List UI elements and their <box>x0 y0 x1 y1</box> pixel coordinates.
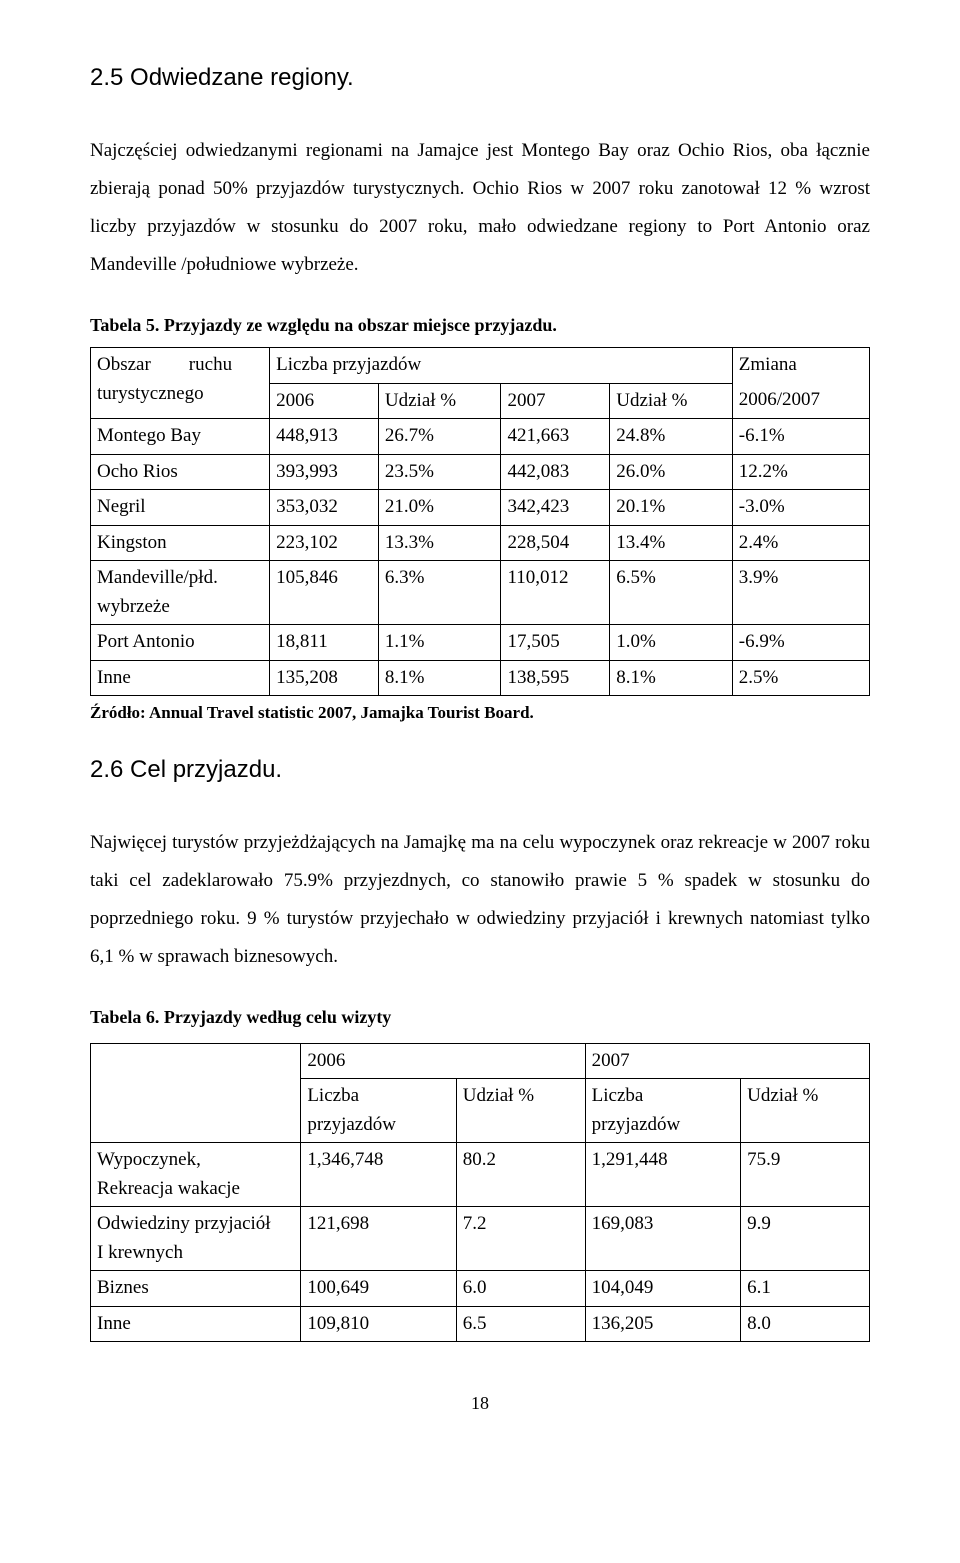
table-5-head-arrivals: Liczba przyjazdów <box>270 348 733 384</box>
table-cell: 2.4% <box>732 525 869 561</box>
table-cell: 104,049 <box>585 1271 740 1307</box>
table-cell: 223,102 <box>270 525 379 561</box>
table-cell: 442,083 <box>501 454 610 490</box>
table-cell: -6.9% <box>732 625 869 661</box>
table-cell: 6.5% <box>610 561 733 625</box>
table-5-caption: Tabela 5. Przyjazdy ze względu na obszar… <box>90 312 870 339</box>
table-cell: -3.0% <box>732 490 869 526</box>
table-cell: 23.5% <box>378 454 501 490</box>
table-5: Obszar ruchu turystycznego Liczba przyja… <box>90 347 870 696</box>
table-cell: 1,346,748 <box>301 1143 456 1207</box>
table-cell: 1.1% <box>378 625 501 661</box>
section-25-paragraph: Najczęściej odwiedzanymi regionami na Ja… <box>90 132 870 284</box>
table-cell: 448,913 <box>270 419 379 455</box>
table-cell-text: I krewnych <box>97 1242 183 1263</box>
table-6-head-2006: 2006 <box>301 1043 585 1079</box>
table-cell: 169,083 <box>585 1207 740 1271</box>
table-cell: 1,291,448 <box>585 1143 740 1207</box>
table-5-head-2006: 2006 <box>270 383 379 419</box>
table-cell-text: Odwiedziny przyjaciół <box>97 1213 271 1234</box>
table-cell: Odwiedziny przyjaciół I krewnych <box>91 1207 301 1271</box>
table-5-source: Źródło: Annual Travel statistic 2007, Ja… <box>90 700 870 726</box>
table-6-head-share1: Udział % <box>456 1079 585 1143</box>
table-cell: 138,595 <box>501 660 610 696</box>
table-cell-text: Liczba <box>592 1085 644 1106</box>
table-cell: 109,810 <box>301 1306 456 1342</box>
table-6-head-2007: 2007 <box>585 1043 869 1079</box>
table-cell: 8.1% <box>378 660 501 696</box>
table-cell: 13.3% <box>378 525 501 561</box>
table-cell: 26.0% <box>610 454 733 490</box>
table-cell-text: Mandeville/płd. <box>97 567 218 588</box>
table-cell: 24.8% <box>610 419 733 455</box>
table-cell-text: przyjazdów <box>592 1114 681 1135</box>
table-cell-text: Rekreacja wakacje <box>97 1178 240 1199</box>
table-cell: Negril <box>91 490 270 526</box>
table-cell: Biznes <box>91 1271 301 1307</box>
table-cell: 100,649 <box>301 1271 456 1307</box>
table-cell: 6.3% <box>378 561 501 625</box>
table-cell: 353,032 <box>270 490 379 526</box>
table-cell: 6.1 <box>741 1271 870 1307</box>
table-cell: 421,663 <box>501 419 610 455</box>
table-5-head-change: Zmiana <box>732 348 869 384</box>
table-cell: Wypoczynek, Rekreacja wakacje <box>91 1143 301 1207</box>
table-cell: 2.5% <box>732 660 869 696</box>
table-cell: 105,846 <box>270 561 379 625</box>
table-cell: 17,505 <box>501 625 610 661</box>
table-cell: 135,208 <box>270 660 379 696</box>
section-25-heading: 2.5 Odwiedzane regiony. <box>90 60 870 96</box>
table-cell: 13.4% <box>610 525 733 561</box>
table-5-head-area2: turystycznego <box>97 383 204 404</box>
table-cell-text: Wypoczynek, <box>97 1149 201 1170</box>
table-cell: 8.1% <box>610 660 733 696</box>
table-cell: 80.2 <box>456 1143 585 1207</box>
table-cell: Mandeville/płd. wybrzeże <box>91 561 270 625</box>
table-cell: Ocho Rios <box>91 454 270 490</box>
table-cell: 20.1% <box>610 490 733 526</box>
table-cell-text: Liczba <box>307 1085 359 1106</box>
table-5-head-2007: 2007 <box>501 383 610 419</box>
table-cell-text: przyjazdów <box>307 1114 396 1135</box>
table-cell: 3.9% <box>732 561 869 625</box>
table-cell: 1.0% <box>610 625 733 661</box>
table-cell: 21.0% <box>378 490 501 526</box>
table-6-head-count2: Liczba przyjazdów <box>585 1079 740 1143</box>
table-cell: 228,504 <box>501 525 610 561</box>
table-cell-text: wybrzeże <box>97 596 170 617</box>
table-5-head-area: Obszar ruchu <box>97 354 232 375</box>
table-cell: Port Antonio <box>91 625 270 661</box>
table-6-head-count1: Liczba przyjazdów <box>301 1079 456 1143</box>
table-cell: 12.2% <box>732 454 869 490</box>
table-5-head-change2: 2006/2007 <box>732 383 869 419</box>
table-cell: 136,205 <box>585 1306 740 1342</box>
table-cell: 75.9 <box>741 1143 870 1207</box>
table-cell: 8.0 <box>741 1306 870 1342</box>
table-cell: Inne <box>91 660 270 696</box>
table-5-head-share1: Udział % <box>378 383 501 419</box>
table-cell: 26.7% <box>378 419 501 455</box>
table-cell: 7.2 <box>456 1207 585 1271</box>
table-cell: 6.0 <box>456 1271 585 1307</box>
table-6: 2006 2007 Liczba przyjazdów Udział % Lic… <box>90 1043 870 1343</box>
page-number: 18 <box>90 1390 870 1417</box>
section-26-heading: 2.6 Cel przyjazdu. <box>90 752 870 788</box>
table-cell: 9.9 <box>741 1207 870 1271</box>
table-cell: 6.5 <box>456 1306 585 1342</box>
table-cell: Montego Bay <box>91 419 270 455</box>
table-cell: 18,811 <box>270 625 379 661</box>
table-6-head-share2: Udział % <box>741 1079 870 1143</box>
table-5-head-share2: Udział % <box>610 383 733 419</box>
table-cell: Kingston <box>91 525 270 561</box>
section-26-paragraph: Najwięcej turystów przyjeżdżających na J… <box>90 824 870 976</box>
table-cell: 110,012 <box>501 561 610 625</box>
table-cell: 393,993 <box>270 454 379 490</box>
table-cell: 121,698 <box>301 1207 456 1271</box>
table-cell: 342,423 <box>501 490 610 526</box>
table-cell: -6.1% <box>732 419 869 455</box>
table-cell: Inne <box>91 1306 301 1342</box>
table-6-caption: Tabela 6. Przyjazdy według celu wizyty <box>90 1004 870 1031</box>
